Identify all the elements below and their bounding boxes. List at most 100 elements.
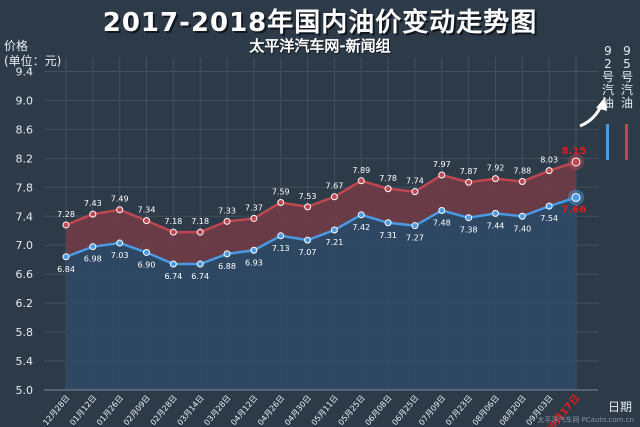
- y-axis-unit: 价格 (单位：元): [4, 39, 61, 69]
- legend-label-95: 95号汽油: [620, 44, 633, 110]
- data-label-95: 7.88: [513, 167, 531, 176]
- x-tick-label: 07月09日: [417, 394, 447, 427]
- data-label-95: 7.87: [460, 167, 478, 176]
- x-tick-label: 02月09日: [122, 394, 152, 427]
- data-label-95: 7.28: [57, 210, 75, 219]
- data-label-95: 7.49: [111, 195, 129, 204]
- data-label-95: 7.37: [245, 203, 263, 212]
- data-label-95: 7.89: [352, 166, 370, 175]
- y-tick-label: 5.8: [16, 326, 34, 339]
- data-label-92: 6.98: [84, 255, 102, 264]
- data-point-92: [491, 209, 499, 217]
- data-point-95: [304, 203, 312, 211]
- data-point-95: [143, 217, 151, 225]
- x-tick-label: 04月26日: [256, 394, 286, 427]
- data-label-92: 6.84: [57, 265, 75, 274]
- chart-subtitle: 太平洋汽车网-新闻组: [249, 37, 391, 55]
- y-axis-unit-line2: (单位：元): [4, 54, 62, 68]
- data-point-95: [277, 199, 285, 207]
- trend-arrowhead-icon: [596, 97, 607, 111]
- y-tick-label: 9.0: [16, 94, 34, 107]
- watermark: 太平洋汽车网 PCauto.com.cn: [537, 416, 634, 424]
- data-label-92: 7.27: [406, 234, 424, 243]
- data-point-95: [223, 217, 231, 225]
- data-point-95: [411, 188, 419, 196]
- area-fill-92: [66, 197, 576, 390]
- data-label-92: 7.40: [513, 224, 531, 233]
- data-point-92: [196, 260, 204, 268]
- y-tick-label: 8.6: [16, 123, 34, 136]
- x-tick-label: 06月08日: [363, 394, 393, 427]
- data-point-92: [89, 243, 97, 251]
- data-point-92: [223, 250, 231, 258]
- data-label-95: 7.97: [433, 160, 451, 169]
- y-tick-label: 8.2: [16, 152, 34, 165]
- data-label-95: 7.33: [218, 206, 236, 215]
- x-axis-name: 日期: [608, 400, 633, 414]
- data-point-95: [545, 167, 553, 175]
- x-tick-label: 01月26日: [95, 394, 125, 427]
- data-label-95: 8.15: [562, 146, 587, 157]
- legend-swatch-95: [625, 124, 628, 160]
- data-point-92: [143, 248, 151, 256]
- area-band-95: [66, 161, 576, 265]
- y-tick-label: 7.4: [16, 210, 34, 223]
- data-label-92: 7.21: [326, 238, 344, 247]
- data-point-95: [357, 177, 365, 185]
- data-point-95: [571, 157, 581, 167]
- data-label-92: 7.38: [460, 226, 478, 235]
- x-tick-label: 02月28日: [149, 394, 179, 427]
- data-point-92: [330, 226, 338, 234]
- data-label-95: 7.34: [138, 206, 156, 215]
- data-point-95: [491, 175, 499, 183]
- data-point-92: [384, 219, 392, 227]
- data-label-95: 7.92: [487, 164, 505, 173]
- chart-title: 2017-2018年国内油价变动走势图: [102, 8, 538, 38]
- x-tick-label: 03月14日: [175, 394, 205, 427]
- y-tick-label: 7.8: [16, 181, 34, 194]
- data-label-95: 7.43: [84, 199, 102, 208]
- data-label-92: 7.13: [272, 244, 290, 253]
- data-point-95: [250, 214, 258, 222]
- x-tick-label: 01月12日: [68, 394, 98, 427]
- data-point-92: [411, 222, 419, 230]
- data-point-95: [384, 185, 392, 193]
- data-point-95: [62, 221, 70, 229]
- chart-layer: 5.0 5.4 5.8 6.2 6.6 7.0 7.4 7.8 8.2 8.6 9.0 9.4 6.84…: [16, 57, 598, 427]
- data-label-92: 6.74: [191, 272, 209, 281]
- data-label-92: 6.93: [245, 258, 263, 267]
- data-point-92: [545, 202, 553, 210]
- data-point-92: [571, 192, 581, 202]
- data-point-95: [438, 171, 446, 179]
- x-tick-label: 04月12日: [229, 394, 259, 427]
- data-point-92: [277, 232, 285, 240]
- data-label-95: 8.03: [540, 156, 558, 165]
- data-point-92: [304, 236, 312, 244]
- x-tick-label: 07月23日: [444, 394, 474, 427]
- x-tick-label: 05月11日: [310, 394, 340, 427]
- x-tick-label: 04月30日: [283, 394, 313, 427]
- y-tick-label: 9.4: [16, 65, 34, 78]
- data-label-92: 7.31: [379, 231, 397, 240]
- y-axis-unit-line1: 价格: [4, 39, 29, 53]
- data-label-92: 7.07: [299, 248, 317, 257]
- data-point-95: [465, 178, 473, 186]
- data-label-95: 7.74: [406, 177, 424, 186]
- x-tick-label: 03月28日: [202, 394, 232, 427]
- data-point-95: [89, 210, 97, 218]
- y-tick-label: 6.2: [16, 297, 34, 310]
- y-tick-label: 5.4: [16, 355, 34, 368]
- data-label-95: 7.53: [299, 192, 317, 201]
- data-point-92: [438, 206, 446, 214]
- data-point-92: [465, 214, 473, 222]
- series-line-92: [65, 196, 577, 266]
- x-tick-label: 12月28日: [41, 394, 71, 427]
- data-label-92: 7.03: [111, 251, 129, 260]
- data-point-95: [330, 193, 338, 201]
- data-label-92: 6.90: [138, 260, 156, 269]
- data-point-95: [518, 178, 526, 186]
- y-tick-label: 6.6: [16, 268, 34, 281]
- data-label-95: 7.67: [326, 182, 344, 191]
